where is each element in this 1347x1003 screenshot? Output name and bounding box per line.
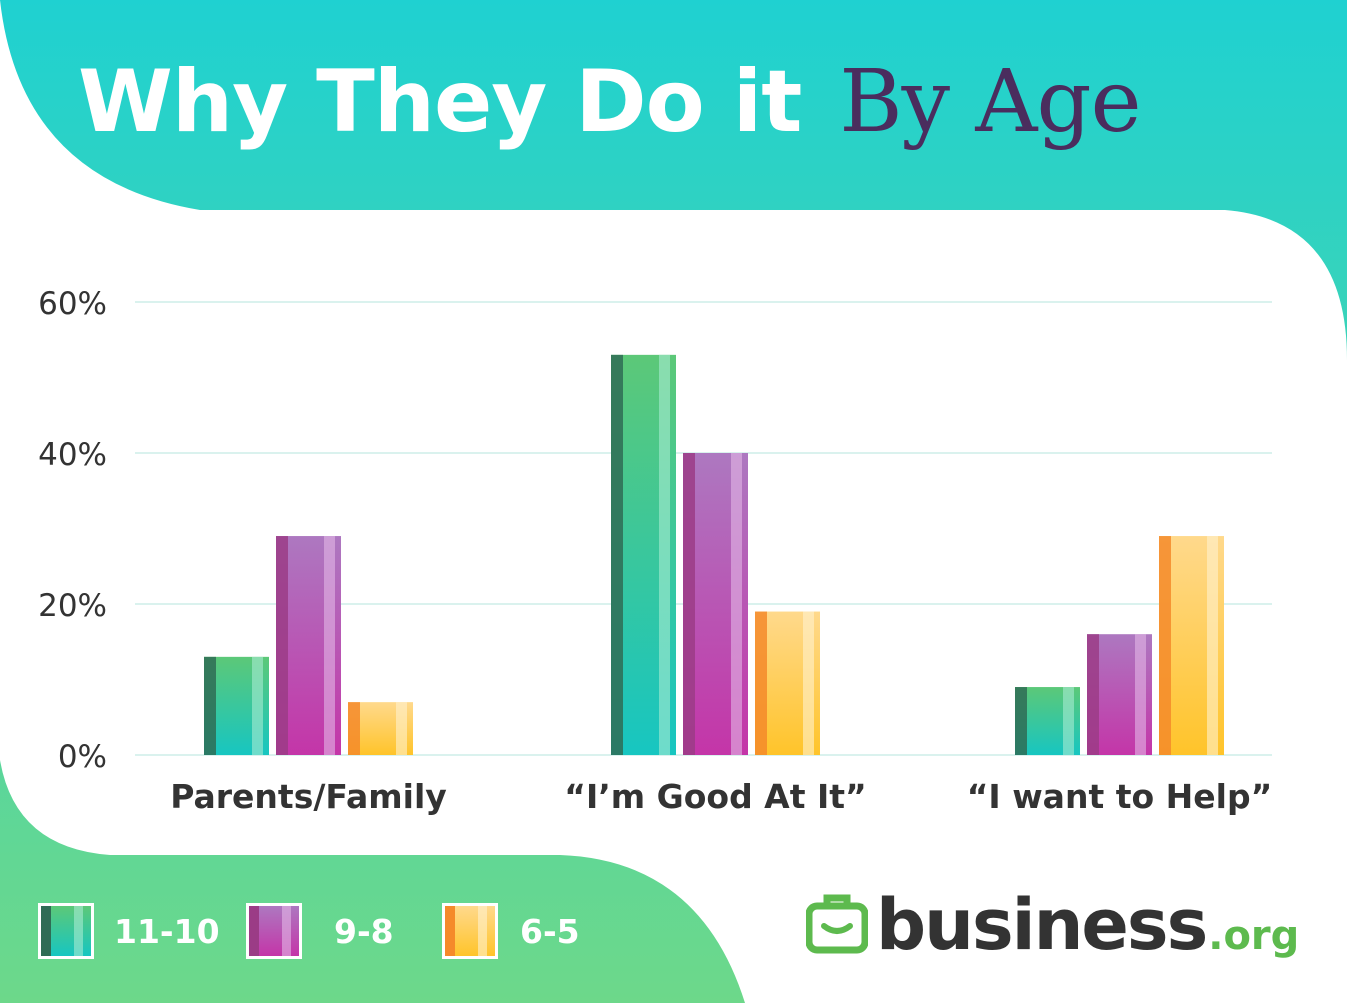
legend-item-11-10: 11-10 (38, 900, 220, 962)
bar-11-10-1 (611, 354, 676, 755)
swatch-highlight (74, 906, 83, 956)
bar-9-8-1 (683, 453, 748, 755)
x-category-label: Parents/Family (170, 777, 447, 816)
y-tick-label: 40% (38, 437, 107, 473)
logo-tld: .org (1208, 913, 1300, 959)
legend-swatch-6-5 (442, 903, 498, 959)
swatch-shade (41, 906, 51, 956)
legend-label-9-8: 9-8 (334, 911, 394, 951)
bar-9-8-0 (276, 536, 341, 755)
bar-11-10-0 (204, 656, 269, 755)
bar-11-10-2 (1015, 687, 1080, 755)
x-category-label: “I’m Good At It” (564, 777, 866, 816)
bar-6-5-1 (755, 611, 820, 755)
y-tick-label: 20% (38, 588, 107, 624)
page-title: Why They Do it By Age (78, 52, 1142, 162)
business-org-logo: business .org (806, 890, 1299, 960)
swatch-highlight (282, 906, 291, 956)
legend-label-6-5: 6-5 (520, 911, 580, 951)
legend-swatch-9-8 (246, 903, 302, 959)
bar-9-8-2 (1087, 634, 1152, 755)
briefcase-icon (806, 894, 868, 954)
bar-6-5-0 (348, 702, 413, 755)
title-accent: By Age (839, 52, 1141, 152)
y-tick-label: 60% (38, 286, 107, 322)
legend-item-6-5: 6-5 (442, 900, 580, 962)
bar-6-5-2 (1159, 536, 1224, 755)
swatch-highlight (478, 906, 487, 956)
logo-text: business (876, 884, 1208, 966)
swatch-shade (249, 906, 259, 956)
legend-label-11-10: 11-10 (114, 911, 220, 951)
x-category-label: “I want to Help” (967, 777, 1273, 816)
title-main: Why They Do it (78, 52, 802, 152)
y-tick-label: 0% (58, 739, 107, 775)
swatch-shade (445, 906, 455, 956)
legend-swatch-11-10 (38, 903, 94, 959)
legend-item-9-8: 9-8 (246, 900, 394, 962)
